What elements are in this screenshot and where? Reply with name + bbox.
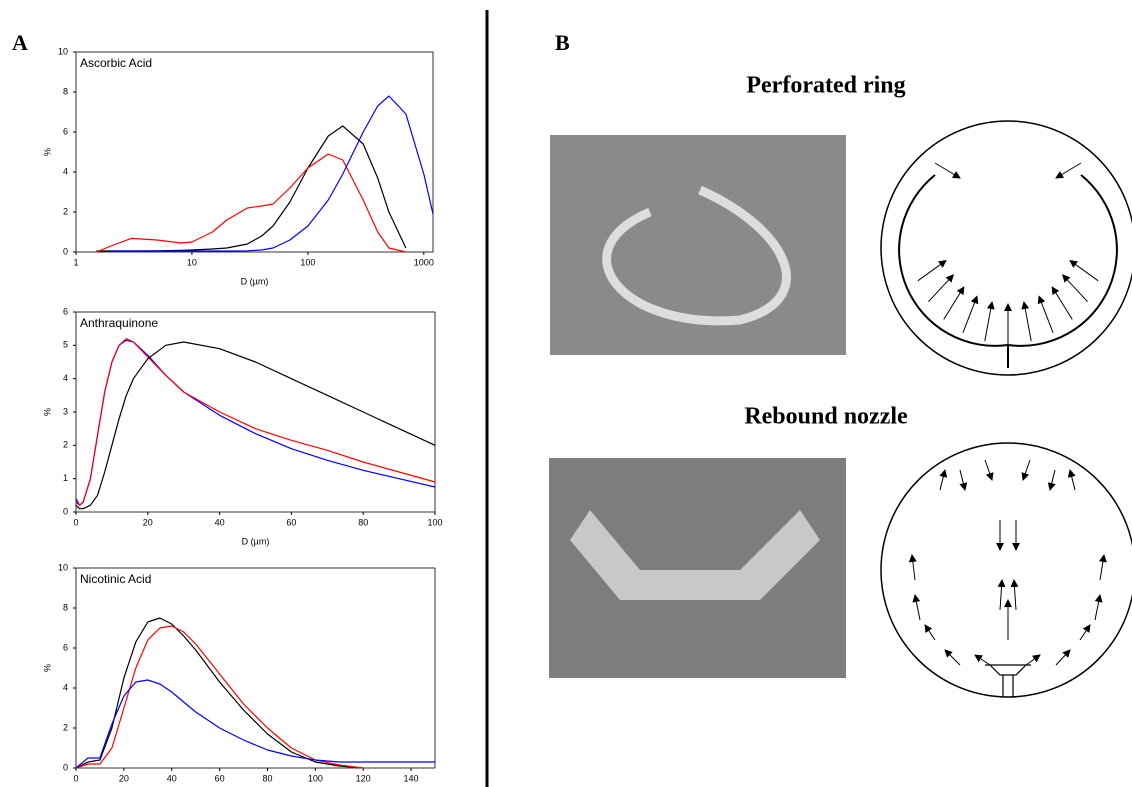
x-tick-label: 100 bbox=[308, 773, 323, 783]
x-tick-label: 60 bbox=[286, 517, 296, 527]
panel-label: A bbox=[12, 30, 28, 55]
data-line bbox=[75, 338, 436, 506]
flow-arrow bbox=[943, 286, 965, 320]
x-tick-label: 0 bbox=[73, 773, 78, 783]
flow-arrow bbox=[1055, 649, 1071, 666]
flow-arrow bbox=[984, 459, 994, 481]
vessel bbox=[880, 120, 1132, 376]
x-tick-label: 20 bbox=[143, 517, 153, 527]
flow-arrow bbox=[962, 295, 979, 333]
y-tick-label: 6 bbox=[63, 306, 68, 316]
data-line bbox=[75, 339, 436, 506]
flow-arrow bbox=[1025, 654, 1041, 666]
y-tick-label: 4 bbox=[63, 166, 68, 176]
chart-title: Anthraquinone bbox=[80, 316, 158, 330]
x-tick-label: 1000 bbox=[414, 257, 434, 267]
data-line bbox=[75, 679, 435, 769]
y-tick-label: 6 bbox=[63, 126, 68, 136]
y-axis-label: % bbox=[42, 148, 52, 156]
flow-arrow bbox=[1055, 162, 1082, 179]
x-tick-label: 140 bbox=[404, 773, 419, 783]
y-tick-label: 3 bbox=[63, 406, 68, 416]
x-tick-label: 20 bbox=[119, 773, 129, 783]
y-tick-label: 1 bbox=[63, 473, 68, 483]
diagram-title: Rebound nozzle bbox=[744, 404, 908, 430]
flow-arrow bbox=[984, 301, 995, 342]
nozzle bbox=[985, 664, 1031, 697]
y-tick-label: 0 bbox=[63, 762, 68, 772]
flow-arrow bbox=[912, 594, 921, 621]
x-tick-label: 0 bbox=[73, 517, 78, 527]
flow-arrow bbox=[959, 469, 968, 491]
x-tick-label: 100 bbox=[300, 257, 315, 267]
y-tick-label: 4 bbox=[63, 682, 68, 692]
x-tick-label: 100 bbox=[427, 517, 442, 527]
flow-arrow bbox=[944, 649, 961, 666]
x-tick-label: 120 bbox=[356, 773, 371, 783]
panel-label: B bbox=[555, 30, 570, 55]
flow-arrow bbox=[1037, 295, 1054, 333]
plot-frame bbox=[75, 311, 436, 513]
flow-arrow bbox=[1047, 469, 1056, 491]
x-tick-label: 80 bbox=[262, 773, 272, 783]
flow-arrow bbox=[939, 469, 948, 491]
y-tick-label: 8 bbox=[63, 602, 68, 612]
data-line bbox=[75, 625, 364, 769]
y-tick-label: 4 bbox=[63, 373, 68, 383]
chart-title: Ascorbic Acid bbox=[80, 56, 152, 70]
plot-frame bbox=[75, 567, 436, 769]
y-tick-label: 10 bbox=[58, 562, 68, 572]
x-axis-label: D (µm) bbox=[242, 536, 270, 546]
y-tick-label: 10 bbox=[58, 46, 68, 56]
flow-arrow bbox=[1069, 259, 1099, 282]
plot-frame bbox=[75, 51, 434, 253]
flow-arrow bbox=[928, 274, 954, 303]
data-line bbox=[96, 125, 407, 252]
data-line bbox=[75, 341, 436, 510]
flow-arrow bbox=[1067, 469, 1076, 491]
x-tick-label: 40 bbox=[215, 517, 225, 527]
y-tick-label: 6 bbox=[63, 642, 68, 652]
data-line bbox=[110, 95, 434, 252]
x-tick-label: 10 bbox=[187, 257, 197, 267]
y-tick-label: 2 bbox=[63, 722, 68, 732]
y-axis-label: % bbox=[42, 408, 52, 416]
vessel bbox=[880, 442, 1132, 698]
flow-arrow bbox=[1098, 554, 1107, 581]
data-line bbox=[96, 153, 407, 253]
y-tick-label: 0 bbox=[63, 506, 68, 516]
flow-arrow bbox=[1062, 274, 1088, 303]
flow-arrow bbox=[1021, 301, 1032, 342]
x-tick-label: 60 bbox=[215, 773, 225, 783]
y-tick-label: 0 bbox=[63, 246, 68, 256]
photo-nozzle bbox=[570, 510, 820, 600]
y-tick-label: 8 bbox=[63, 86, 68, 96]
y-axis-label: % bbox=[42, 664, 52, 672]
flow-arrow bbox=[1079, 624, 1091, 641]
flow-arrow bbox=[924, 624, 936, 641]
y-tick-label: 2 bbox=[63, 440, 68, 450]
x-tick-label: 40 bbox=[167, 773, 177, 783]
flow-arrow bbox=[908, 554, 917, 581]
photo-ring bbox=[602, 185, 791, 326]
flow-arrow bbox=[934, 162, 961, 179]
chart-title: Nicotinic Acid bbox=[80, 572, 151, 586]
x-tick-label: 1 bbox=[73, 257, 78, 267]
diagram-title: Perforated ring bbox=[746, 73, 905, 99]
flow-arrow bbox=[1094, 594, 1103, 621]
data-line bbox=[75, 617, 364, 769]
flow-arrow bbox=[1021, 459, 1031, 481]
flow-arrow bbox=[1010, 579, 1019, 611]
flow-arrow bbox=[974, 654, 991, 666]
x-tick-label: 80 bbox=[358, 517, 368, 527]
y-tick-label: 5 bbox=[63, 340, 68, 350]
flow-arrow bbox=[1051, 286, 1073, 320]
flow-arrow bbox=[917, 259, 947, 282]
x-axis-label: D (µm) bbox=[241, 276, 269, 286]
y-tick-label: 2 bbox=[63, 206, 68, 216]
flow-arrow bbox=[997, 579, 1006, 611]
